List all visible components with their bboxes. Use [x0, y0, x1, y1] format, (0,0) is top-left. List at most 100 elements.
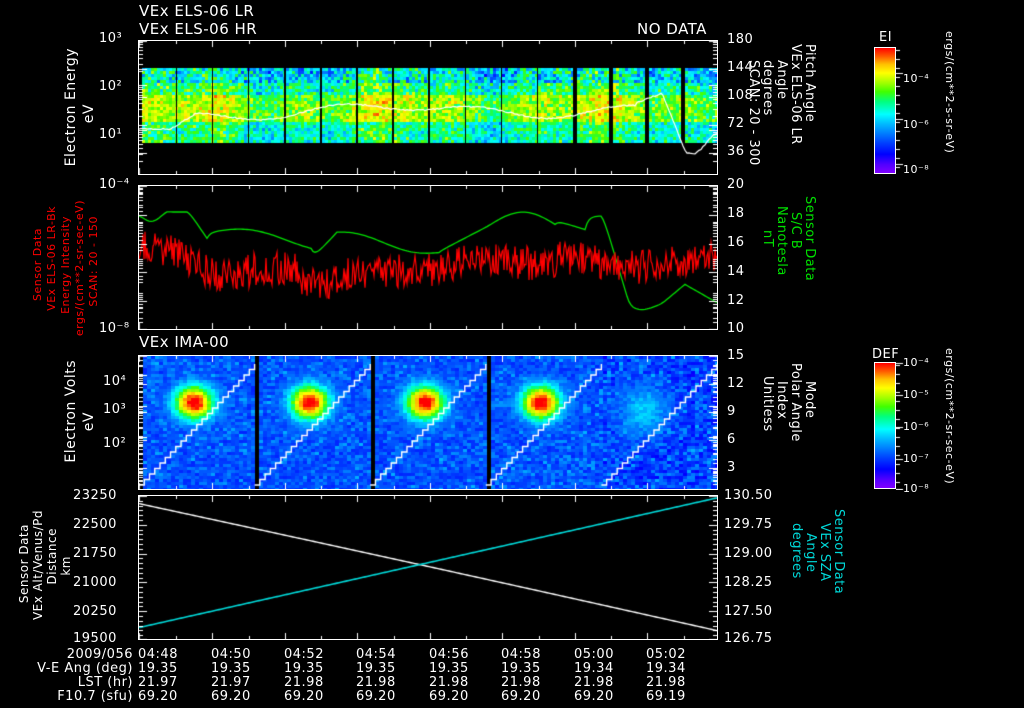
- panel4-y2tick-3: 128.25: [724, 575, 773, 590]
- footer-f107-row-cell-3: 69.20: [356, 689, 396, 704]
- panel2-y2-label-1: S/C B: [788, 212, 803, 250]
- panel4-y-label-2: Distance: [45, 528, 59, 585]
- panel2-y2-label-3: nT: [760, 230, 775, 248]
- colorbar2-tick-0: 10⁻⁴: [903, 356, 930, 369]
- panel1-y2tick-3: 72: [727, 116, 745, 131]
- panel2-y2tick-2: 16: [727, 235, 745, 250]
- header-line1: VEx ELS-06 LR: [139, 2, 255, 20]
- footer-lst-row-cell-2: 21.98: [284, 675, 324, 690]
- colorbar2-tick-2: 10⁻⁶: [903, 420, 930, 433]
- footer-f107-row-cell-2: 69.20: [284, 689, 324, 704]
- panel3-y2-label-0: Mode: [802, 381, 817, 419]
- panel1-y2-label-3: degrees: [760, 60, 775, 116]
- panel2-ytick-1: 10⁻⁸: [99, 321, 130, 336]
- footer-lst-row-cell-3: 21.98: [356, 675, 396, 690]
- colorbar2-units: ergs/(cm**2-sr-sec-eV): [943, 348, 956, 485]
- panel4-y-label-0: Sensor Data: [17, 524, 31, 604]
- footer-f107-row-cell-5: 69.20: [501, 689, 541, 704]
- panel2-y2tick-1: 18: [727, 206, 745, 221]
- panel4-ticks: [138, 495, 718, 640]
- footer-row-label-1: V-E Ang (deg): [37, 661, 133, 676]
- footer-time-row-cell-3: 04:54: [356, 647, 396, 662]
- footer-ve-ang-row-cell-6: 19.34: [574, 661, 614, 676]
- footer-f107-row-cell-1: 69.20: [211, 689, 251, 704]
- panel1-y2-label-0: Pitch Angle: [802, 44, 817, 123]
- panel2-y2-label-0: Sensor Data: [802, 196, 817, 282]
- header-line2: VEx ELS-06 HR: [139, 20, 258, 38]
- colorbar1-title: EI: [879, 30, 893, 45]
- panel1-y2-label-2: Angle: [774, 60, 789, 100]
- footer-ve-ang-row-cell-2: 19.35: [284, 661, 324, 676]
- footer-lst-row-cell-7: 21.98: [646, 675, 686, 690]
- colorbar1-gradient: [875, 48, 895, 173]
- colorbar1-ticks: [896, 46, 910, 175]
- panel2-y-label-1: VEx ELS-06 LR-Bk: [45, 206, 58, 311]
- colorbar2-gradient: [875, 363, 895, 488]
- colorbar1-tick-2: 10⁻⁸: [903, 163, 930, 176]
- footer-ve-ang-row-cell-5: 19.35: [501, 661, 541, 676]
- colorbar1-tick-1: 10⁻⁶: [903, 118, 930, 131]
- panel4-y2tick-0: 130.50: [724, 488, 773, 503]
- panel1-y2tick-0: 180: [727, 32, 754, 47]
- footer-ve-ang-row-cell-0: 19.35: [138, 661, 178, 676]
- footer-lst-row-cell-6: 21.98: [574, 675, 614, 690]
- panel2-y2tick-0: 20: [727, 177, 745, 192]
- panel4-y-label-3: km: [59, 556, 73, 576]
- panel2-ticks: [138, 185, 718, 330]
- footer-time-row-cell-4: 04:56: [429, 647, 469, 662]
- panel1-y-units: eV: [81, 104, 97, 124]
- panel3-y-label: Electron Volts: [63, 360, 79, 463]
- panel3-ytick-2: 10²: [103, 436, 127, 451]
- panel2-y-label-0: Sensor Data: [31, 228, 44, 301]
- footer-ve-ang-row-cell-7: 19.34: [646, 661, 686, 676]
- colorbar2: [874, 362, 896, 489]
- footer-ve-ang-row-cell-1: 19.35: [211, 661, 251, 676]
- footer-lst-row-cell-1: 21.97: [211, 675, 251, 690]
- panel4-y2-label-2: Angle: [803, 533, 818, 573]
- panel4-y2tick-4: 127.50: [724, 604, 773, 619]
- footer-time-row-cell-0: 04:48: [138, 647, 178, 662]
- panel3-y2tick-2: 9: [727, 404, 736, 419]
- colorbar1-units: ergs/(cm**2-s-sr-eV): [943, 31, 956, 154]
- footer-time-row-cell-5: 04:58: [501, 647, 541, 662]
- panel1-y2tick-1: 144: [727, 60, 754, 75]
- panel3-y2tick-1: 12: [727, 376, 745, 391]
- panel3-title: VEx IMA-00: [139, 333, 230, 351]
- colorbar2-ticks: [896, 361, 910, 490]
- footer-f107-row-cell-7: 69.19: [646, 689, 686, 704]
- panel4-y2-label-0: Sensor Data: [831, 509, 846, 595]
- footer-time-row-cell-7: 05:02: [646, 647, 686, 662]
- panel1-y2-label-1: VEx ELS-06 LR: [788, 44, 803, 145]
- panel3-y2-label-1: Polar Angle: [788, 363, 803, 442]
- footer-ve-ang-row-cell-3: 19.35: [356, 661, 396, 676]
- panel1-y-label: Electron Energy: [63, 48, 79, 167]
- footer-lst-row-cell-5: 21.98: [501, 675, 541, 690]
- panel3-y-units: eV: [81, 412, 97, 432]
- panel3-ytick-1: 10³: [103, 402, 127, 417]
- footer-time-row-cell-2: 04:52: [284, 647, 324, 662]
- panel1-y2tick-4: 36: [727, 144, 745, 159]
- footer-row-label-0: 2009/056: [66, 647, 133, 662]
- panel2-y2-label-2: Nanotesla: [774, 206, 789, 276]
- panel2-y-label-2: Energy Intensity: [59, 216, 72, 314]
- footer-time-row-cell-6: 05:00: [574, 647, 614, 662]
- panel2-y-label-3: ergs/(cm**2-sr-sec-eV): [73, 200, 86, 337]
- panel1-y2-label-4: SCAN: 20 - 300: [746, 60, 761, 166]
- panel3-y2tick-0: 15: [727, 348, 745, 363]
- colorbar2-tick-1: 10⁻⁵: [903, 388, 930, 401]
- colorbar2-title: DEF: [872, 347, 900, 362]
- panel4-y2tick-1: 129.75: [724, 517, 773, 532]
- footer-lst-row-cell-4: 21.98: [429, 675, 469, 690]
- panel2-y2tick-3: 14: [727, 264, 745, 279]
- no-data-label: NO DATA: [637, 20, 707, 38]
- panel3-ytick-0: 10⁴: [103, 374, 127, 389]
- panel1-ytick-0: 10³: [99, 31, 123, 46]
- panel2-y-label-4: SCAN: 20 - 150: [87, 216, 100, 307]
- footer-f107-row-cell-6: 69.20: [574, 689, 614, 704]
- panel2-y2tick-4: 12: [727, 293, 745, 308]
- footer-row-label-3: F10.7 (sfu): [57, 689, 133, 704]
- panel3-ticks: [138, 355, 718, 490]
- panel4-ytick-0: 23250: [73, 488, 117, 503]
- panel2-y2tick-5: 10: [727, 321, 745, 336]
